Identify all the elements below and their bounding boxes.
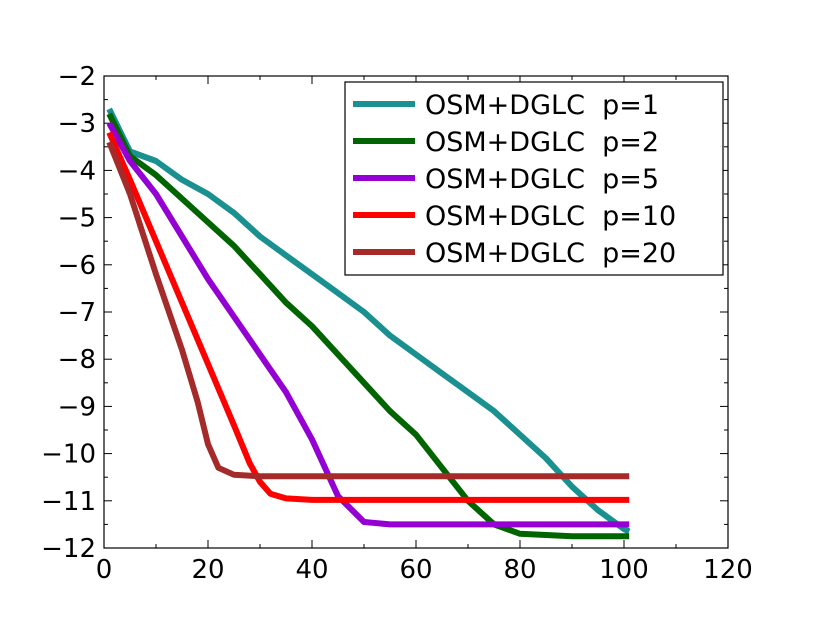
legend-label: OSM+DGLC p=20 [425, 238, 676, 269]
y-tick-label: −12 [41, 534, 96, 564]
x-tick-label: 40 [295, 555, 328, 585]
legend-label: OSM+DGLC p=5 [425, 164, 659, 195]
y-tick-label: −5 [58, 204, 96, 234]
series-lines [106, 107, 631, 540]
axis-tick-labels: 0 20 40 60 80 100 120 −12 −11 −10 −9 −8 −7 −6 −5 −4 −3 −2 [41, 62, 753, 585]
y-tick-label: −7 [58, 298, 96, 328]
y-tick-label: −8 [58, 345, 96, 375]
x-tick-label: 120 [703, 555, 753, 585]
series-line-3 [106, 121, 630, 528]
series-line-1 [106, 107, 631, 535]
series-line-4 [106, 131, 630, 503]
y-tick-label: −4 [58, 156, 96, 186]
axis-ticks [103, 75, 729, 549]
legend-label: OSM+DGLC p=10 [425, 201, 676, 232]
y-tick-label: −6 [58, 251, 96, 281]
y-tick-label: −2 [58, 62, 96, 92]
x-tick-label: 0 [96, 555, 113, 585]
x-tick-label: 60 [399, 555, 432, 585]
x-tick-label: 100 [599, 555, 649, 585]
legend-label: OSM+DGLC p=1 [425, 90, 659, 121]
x-tick-label: 20 [191, 555, 224, 585]
series-line-5 [106, 140, 630, 480]
y-tick-label: −3 [58, 109, 96, 139]
legend-label: OSM+DGLC p=2 [425, 127, 659, 158]
y-tick-label: −10 [41, 440, 96, 470]
x-tick-label: 80 [503, 555, 536, 585]
y-tick-label: −11 [41, 487, 96, 517]
legend: OSM+DGLC p=1 OSM+DGLC p=2 OSM+DGLC p=5 OSM+… [344, 81, 724, 276]
y-tick-label: −9 [58, 392, 96, 422]
